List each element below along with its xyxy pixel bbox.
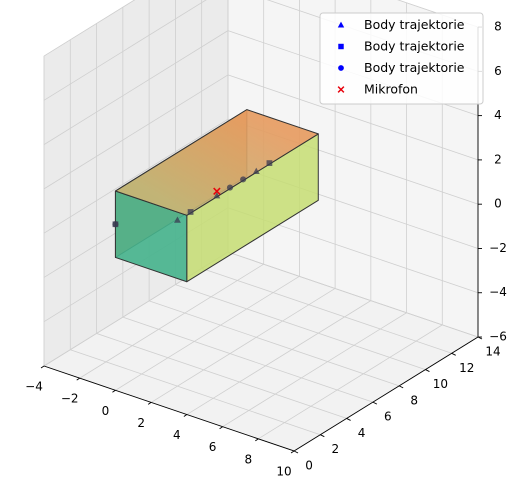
data-point-triangle-0-2 xyxy=(252,167,260,174)
y-axis-tick xyxy=(372,401,378,405)
y-axis-tick xyxy=(425,369,430,372)
x-axis-tick-label: 2 xyxy=(137,416,145,430)
y-axis-tick xyxy=(451,352,456,356)
legend-frame xyxy=(319,12,484,105)
x-axis-tick-label: 4 xyxy=(173,428,181,442)
box-top-face xyxy=(114,109,319,216)
x-axis-tick-label: 0 xyxy=(102,404,110,418)
legend-label: Body trajektorie xyxy=(364,39,465,54)
y-axis-tick xyxy=(346,418,351,421)
x-axis-tick xyxy=(183,414,188,417)
room-box xyxy=(114,109,319,283)
grid-line-z-left xyxy=(43,0,136,57)
grid-line-z-back xyxy=(227,74,479,161)
x-axis-tick xyxy=(147,402,152,405)
legend-marker-triangle xyxy=(337,21,345,28)
z-axis-tick-label: 8 xyxy=(494,20,502,34)
x-axis-tick xyxy=(255,438,259,442)
x-axis-tick xyxy=(219,426,223,430)
grid-line-z-left xyxy=(43,0,207,101)
data-point-circle-2-2 xyxy=(240,176,247,183)
x-axis-tick xyxy=(40,365,45,369)
grid-line-x-floor xyxy=(79,263,264,379)
x-axis-ticks: −4 −2 0 2 4 6 8 10 xyxy=(25,365,295,478)
y-axis-tick-label: 10 xyxy=(433,377,448,391)
x-axis-tick xyxy=(112,389,116,393)
data-point-circle-2-1 xyxy=(226,184,234,191)
legend-label: Mikrofon xyxy=(364,82,418,97)
data-point-triangle-0-1 xyxy=(213,192,221,199)
z-axis-tick-label: −4 xyxy=(489,285,507,299)
x-axis-tick-label: −4 xyxy=(25,380,43,394)
y-axis-tick-label: 14 xyxy=(485,345,500,359)
z-axis-tick-label: −6 xyxy=(489,330,507,344)
grid-line-y-floor xyxy=(148,300,400,387)
legend-marker-circle xyxy=(338,65,344,71)
grid-line-y-floor xyxy=(122,316,374,403)
y-axis-tick-label: 0 xyxy=(305,458,313,472)
legend-marker-x xyxy=(337,86,345,93)
x-axis-tick-label: 10 xyxy=(276,464,291,478)
grid-line-x-floor xyxy=(186,300,372,415)
y-axis-tick xyxy=(293,450,299,454)
legend-label: Body trajektorie xyxy=(364,60,465,75)
data-point-triangle-0-0 xyxy=(174,216,181,223)
data-point-circle-2-0 xyxy=(112,221,119,228)
data-point-x-3-0-stroke-b xyxy=(213,187,221,195)
z-axis-tick-label: 2 xyxy=(494,152,502,166)
grid-line-x-floor xyxy=(150,288,336,403)
grid-line-z-left xyxy=(43,74,229,190)
grid-line-y-floor xyxy=(70,349,321,436)
data-point-square-1-1 xyxy=(187,209,194,215)
x-axis-tick-label: −2 xyxy=(61,392,79,406)
x-axis-tick xyxy=(76,377,80,381)
y-axis-tick-label: 6 xyxy=(384,410,392,424)
z-axis-tick-label: 4 xyxy=(494,108,502,122)
data-point-x-3-0 xyxy=(213,187,221,195)
x-axis-tick xyxy=(290,450,295,454)
grid-line-y-floor xyxy=(96,333,347,419)
y-axis-line xyxy=(293,336,479,452)
grid-line-y-floor xyxy=(175,284,426,370)
x-axis-tick-label: 6 xyxy=(209,440,217,454)
y-axis-tick xyxy=(398,385,404,389)
grid-line-x-floor xyxy=(258,324,443,440)
grid-line-x-floor xyxy=(222,312,407,428)
legend-marker-square xyxy=(338,43,344,50)
x-axis-tick-label: 8 xyxy=(244,452,252,466)
legend-label: Body trajektorie xyxy=(364,17,465,32)
y-axis-tick-label: 12 xyxy=(459,361,474,375)
legend: Body trajektorie Body trajektorie Body tra… xyxy=(319,12,484,105)
z-axis-tick-label: 6 xyxy=(494,64,502,78)
legend-marker-x-stroke-b xyxy=(337,86,345,93)
grid-line-z-back xyxy=(227,251,479,338)
z-axis-tick-label: 0 xyxy=(494,197,502,211)
grid-line-y-floor xyxy=(201,267,452,354)
grid-line-x-floor xyxy=(115,275,300,391)
x-axis-line xyxy=(43,365,295,452)
y-axis-tick xyxy=(320,434,325,438)
grid-line-z-left xyxy=(43,30,229,145)
data-point-square-1-2 xyxy=(266,160,273,166)
y-axis-tick-label: 2 xyxy=(331,442,339,456)
grid-line-z-left xyxy=(43,118,229,234)
z-axis-tick-label: −2 xyxy=(489,241,507,255)
y-axis-tick-label: 8 xyxy=(410,393,418,407)
y-axis-tick-label: 4 xyxy=(358,426,366,440)
data-points xyxy=(112,160,273,228)
